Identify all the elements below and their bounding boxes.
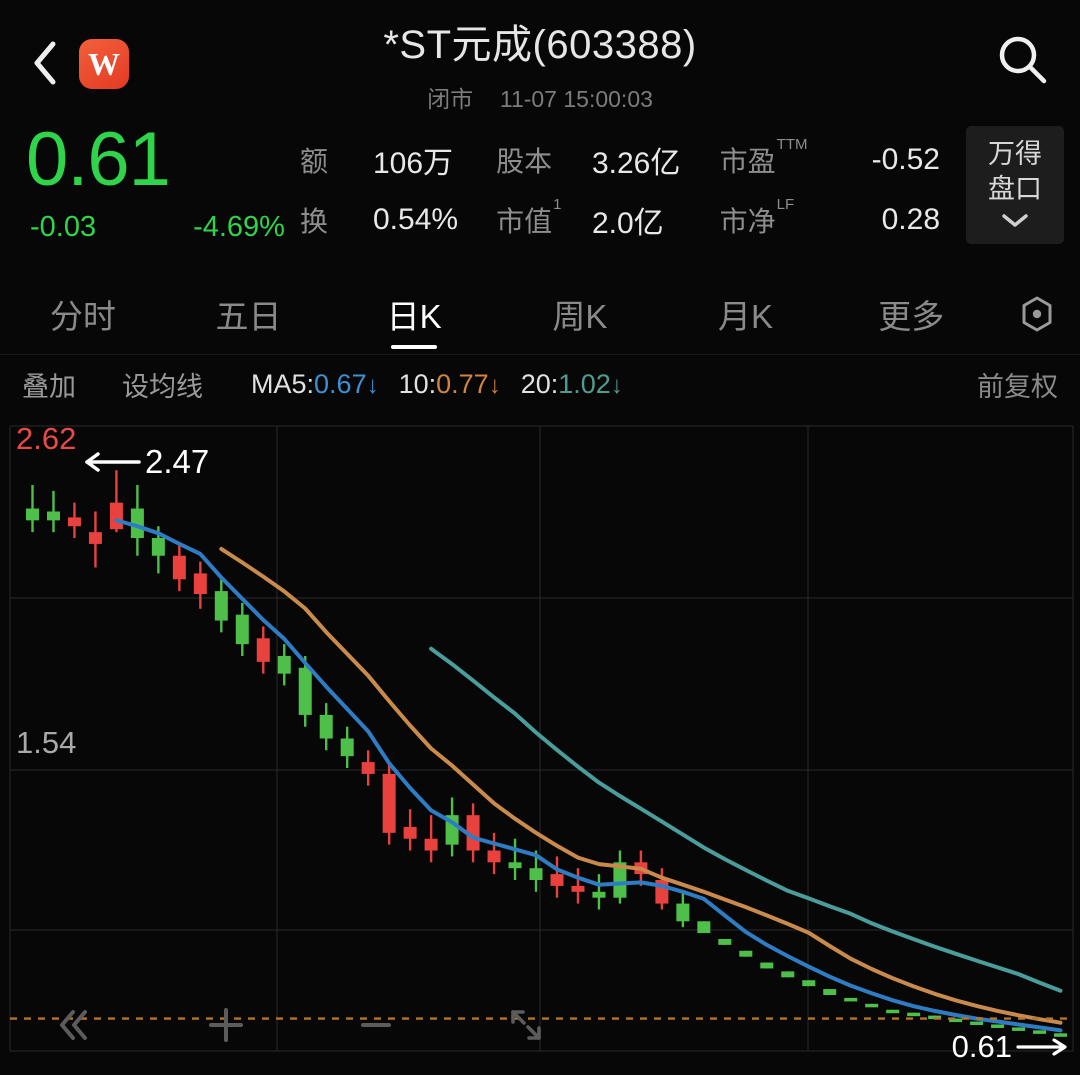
market-status: 闭市 (427, 86, 474, 112)
axis-label-mid: 1.54 (16, 725, 77, 760)
tab-weekly-k[interactable]: 周K (552, 297, 608, 335)
metrics-grid: 额 106万 股本 3.26亿 市盈TTM -0.52 (300, 130, 940, 250)
last-price-marker-value: 0.61 (951, 1029, 1012, 1064)
peak-annotation-value: 2.47 (145, 443, 210, 480)
back-button[interactable] (30, 40, 60, 86)
ma20-arrow-icon: ↓ (610, 371, 623, 399)
overlay-button[interactable]: 叠加 (22, 371, 76, 402)
wind-orderbook-button[interactable]: 万得 盘口 (966, 126, 1064, 244)
metrics-row-1: 额 106万 股本 3.26亿 市盈TTM -0.52 (300, 130, 940, 190)
app-header: W *ST元成(603388) 闭市 11-07 15:00:03 (0, 0, 1080, 118)
pb-sup: LF (776, 195, 795, 213)
tab-more[interactable]: 更多 (878, 297, 945, 335)
tab-five-day[interactable]: 五日 (215, 297, 282, 335)
ma10-label: 10: (398, 368, 437, 399)
set-ma-button[interactable]: 设均线 (122, 371, 203, 402)
metric-value-marketcap: 2.0亿 (591, 207, 664, 240)
adjust-mode-button[interactable]: 前复权 (977, 371, 1058, 402)
ma10-value: 0.77 (436, 368, 489, 399)
search-icon (999, 36, 1047, 84)
quote-timestamp: 11-07 15:00:03 (499, 86, 653, 112)
wind-orderbook-line2: 盘口 (988, 173, 1042, 204)
hexagon-settings-icon (1022, 296, 1052, 331)
ma5-arrow-icon: ↓ (366, 371, 379, 399)
double-chevron-left-icon (60, 1010, 87, 1040)
axis-label-high: 2.62 (16, 421, 77, 456)
peak-annotation: 2.47 (85, 443, 209, 481)
ma20-label: 20: (520, 368, 559, 399)
metric-value-pe: -0.52 (871, 143, 940, 176)
ma20-value: 1.02 (558, 368, 611, 399)
chart-settings-button[interactable] (994, 293, 1080, 335)
chart-canvas (9, 425, 1074, 1052)
page-title: *ST元成(603388) (383, 23, 697, 67)
minus-icon (361, 1023, 391, 1027)
expand-arrows-icon (511, 1010, 541, 1040)
metric-label-pb: 市净LF (719, 195, 795, 237)
metric-value-pb: 0.28 (881, 203, 940, 236)
wind-logo[interactable]: W (79, 39, 129, 89)
metric-value-turnover: 0.54% (372, 203, 459, 236)
last-price-marker: 0.61 (952, 1029, 1068, 1065)
ma20-readout: 20:1.02↓ (521, 369, 623, 400)
wind-logo-letter: W (88, 46, 120, 82)
metric-label-pe: 市盈TTM (719, 135, 808, 177)
search-button[interactable] (994, 32, 1050, 88)
left-arrow-icon (85, 452, 141, 472)
last-price: 0.61 (26, 117, 171, 202)
ma5-value: 0.67 (314, 368, 367, 399)
ma10-arrow-icon: ↓ (488, 371, 501, 399)
metric-value-amount: 106万 (372, 147, 454, 180)
ma10-readout: 10:0.77↓ (399, 369, 501, 400)
candlestick-chart[interactable]: 2.62 1.54 2.47 (0, 413, 1080, 1073)
chart-period-tabs: 分时 五日 日K 周K 月K 更多 (0, 273, 1080, 355)
quote-panel: 0.61 -0.03 -4.69% 额 106万 股本 3.26亿 (0, 118, 1080, 273)
ma-indicator-bar: 叠加 设均线 MA5:0.67↓ 10:0.77↓ 20:1.02↓ 前复权 (0, 355, 1080, 413)
pe-sup: TTM (776, 135, 808, 153)
price-change-absolute: -0.03 (30, 211, 97, 243)
title-block: *ST元成(603388) 闭市 11-07 15:00:03 (0, 12, 1080, 114)
zoom-out-button[interactable] (346, 995, 406, 1055)
metric-value-shares: 3.26亿 (591, 147, 681, 180)
tab-intraday[interactable]: 分时 (49, 297, 116, 335)
metrics-row-2: 换 0.54% 市值1 2.0亿 市净LF 0.28 (300, 190, 940, 250)
plus-icon (209, 1008, 243, 1042)
market-status-line: 闭市 11-07 15:00:03 (0, 80, 1080, 114)
chevron-down-icon (1000, 212, 1030, 233)
metric-label-amount: 额 (300, 146, 329, 177)
price-change-percent: -4.69% (193, 211, 285, 243)
metric-label-turnover: 换 (300, 206, 329, 237)
ma5-readout: MA5:0.67↓ (251, 369, 379, 400)
metric-label-shares: 股本 (496, 146, 553, 177)
fullscreen-button[interactable] (496, 995, 556, 1055)
zoom-in-button[interactable] (196, 995, 256, 1055)
price-change-row: -0.03 -4.69% (30, 211, 285, 244)
chart-toolbar: 0.61 (0, 983, 1080, 1073)
tab-monthly-k[interactable]: 月K (718, 297, 774, 335)
chevron-left-icon (34, 41, 56, 85)
ma5-label: MA5: (251, 368, 315, 399)
tab-daily-k[interactable]: 日K (331, 273, 497, 355)
scroll-left-button[interactable] (42, 995, 102, 1055)
wind-orderbook-line1: 万得 (988, 138, 1042, 169)
right-arrow-icon (1016, 1038, 1067, 1056)
metric-label-marketcap: 市值1 (496, 195, 562, 237)
marketcap-sup: 1 (553, 195, 562, 213)
